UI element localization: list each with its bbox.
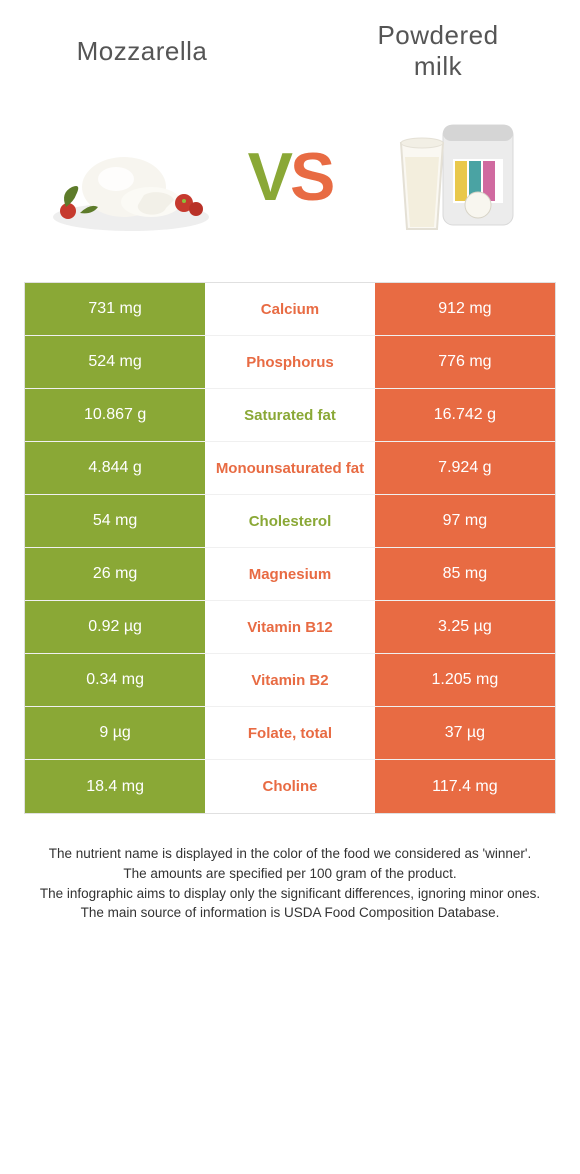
- mozzarella-icon: [46, 117, 216, 237]
- cell-right-value: 85 mg: [375, 548, 555, 600]
- cell-left-value: 4.844 g: [25, 442, 205, 494]
- powdered-milk-icon: [369, 107, 529, 247]
- cell-left-value: 54 mg: [25, 495, 205, 547]
- footer-line-3: The infographic aims to display only the…: [28, 884, 552, 904]
- cell-right-value: 3.25 µg: [375, 601, 555, 653]
- cell-left-value: 18.4 mg: [25, 760, 205, 813]
- vs-v: V: [248, 139, 290, 215]
- cell-nutrient-name: Vitamin B12: [205, 601, 375, 653]
- title-right-l1: Powdered: [377, 20, 498, 50]
- cell-nutrient-name: Calcium: [205, 283, 375, 335]
- cell-right-value: 776 mg: [375, 336, 555, 388]
- cell-left-value: 10.867 g: [25, 389, 205, 441]
- cell-left-value: 731 mg: [25, 283, 205, 335]
- table-row: 731 mgCalcium912 mg: [25, 283, 555, 336]
- images-row: VS: [24, 102, 556, 252]
- footer-line-2: The amounts are specified per 100 gram o…: [28, 864, 552, 884]
- cell-right-value: 97 mg: [375, 495, 555, 547]
- title-right: Powdered milk: [320, 20, 556, 82]
- cell-right-value: 16.742 g: [375, 389, 555, 441]
- vs-label: VS: [238, 143, 343, 211]
- cell-nutrient-name: Monounsaturated fat: [205, 442, 375, 494]
- cell-left-value: 524 mg: [25, 336, 205, 388]
- cell-right-value: 7.924 g: [375, 442, 555, 494]
- title-right-l2: milk: [414, 51, 462, 81]
- cell-left-value: 26 mg: [25, 548, 205, 600]
- comparison-table: 731 mgCalcium912 mg524 mgPhosphorus776 m…: [24, 282, 556, 814]
- cell-nutrient-name: Magnesium: [205, 548, 375, 600]
- cell-right-value: 37 µg: [375, 707, 555, 759]
- vs-s: S: [290, 139, 332, 215]
- table-row: 26 mgMagnesium85 mg: [25, 548, 555, 601]
- cell-nutrient-name: Folate, total: [205, 707, 375, 759]
- cell-nutrient-name: Cholesterol: [205, 495, 375, 547]
- cell-left-value: 0.34 mg: [25, 654, 205, 706]
- cell-nutrient-name: Saturated fat: [205, 389, 375, 441]
- footer-line-4: The main source of information is USDA F…: [28, 903, 552, 923]
- footer-line-1: The nutrient name is displayed in the co…: [28, 844, 552, 864]
- table-row: 9 µgFolate, total37 µg: [25, 707, 555, 760]
- cell-nutrient-name: Choline: [205, 760, 375, 813]
- cell-right-value: 117.4 mg: [375, 760, 555, 813]
- cell-left-value: 9 µg: [25, 707, 205, 759]
- cell-nutrient-name: Vitamin B2: [205, 654, 375, 706]
- title-left: Mozzarella: [24, 36, 260, 67]
- cell-left-value: 0.92 µg: [25, 601, 205, 653]
- table-row: 10.867 gSaturated fat16.742 g: [25, 389, 555, 442]
- table-row: 0.34 mgVitamin B21.205 mg: [25, 654, 555, 707]
- header-row: Mozzarella Powdered milk: [24, 20, 556, 82]
- table-row: 524 mgPhosphorus776 mg: [25, 336, 555, 389]
- cell-right-value: 1.205 mg: [375, 654, 555, 706]
- powdered-milk-image: [342, 102, 556, 252]
- table-row: 0.92 µgVitamin B123.25 µg: [25, 601, 555, 654]
- table-row: 18.4 mgCholine117.4 mg: [25, 760, 555, 813]
- page: Mozzarella Powdered milk VS: [0, 0, 580, 943]
- mozzarella-image: [24, 102, 238, 252]
- cell-nutrient-name: Phosphorus: [205, 336, 375, 388]
- footer-notes: The nutrient name is displayed in the co…: [24, 844, 556, 922]
- table-row: 54 mgCholesterol97 mg: [25, 495, 555, 548]
- table-row: 4.844 gMonounsaturated fat7.924 g: [25, 442, 555, 495]
- cell-right-value: 912 mg: [375, 283, 555, 335]
